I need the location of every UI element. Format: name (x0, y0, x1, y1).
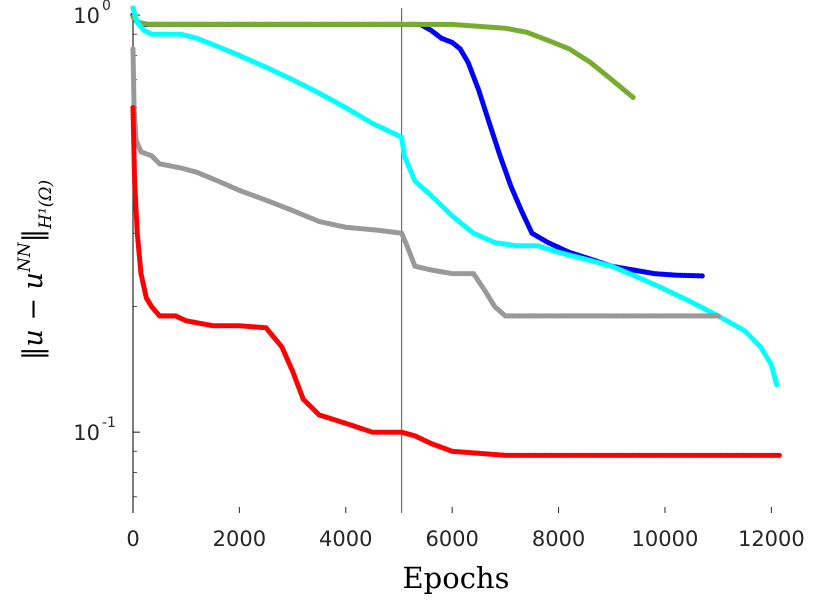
series-3 (130, 46, 721, 319)
series-4 (130, 105, 782, 458)
y-tick-label: 10 0 (73, 0, 111, 28)
x-tick-label: 10000 (632, 527, 699, 551)
series-2 (130, 5, 780, 388)
svg-text:0: 0 (102, 0, 111, 14)
series-0 (130, 12, 705, 279)
data-point (776, 452, 782, 458)
svg-text:‖u − uNN‖H¹(Ω): ‖u − uNN‖H¹(Ω) (15, 180, 56, 360)
svg-text:10: 10 (73, 421, 100, 445)
series-1 (130, 14, 636, 100)
svg-text:10: 10 (73, 4, 100, 28)
data-point (715, 313, 721, 319)
y-axis-label: ‖u − uNN‖H¹(Ω) (15, 180, 56, 360)
data-point (699, 273, 705, 279)
y-tick-label: 10 -1 (73, 415, 116, 445)
series-layer (130, 5, 782, 458)
svg-text:-1: -1 (102, 415, 116, 431)
x-tick-label: 8000 (532, 527, 585, 551)
x-tick-label: 0 (126, 527, 139, 551)
data-point (774, 382, 780, 388)
x-tick-label: 4000 (319, 527, 372, 551)
x-tick-label: 6000 (425, 527, 478, 551)
x-tick-label: 2000 (213, 527, 266, 551)
data-point (630, 94, 636, 100)
x-tick-label: 12000 (738, 527, 805, 551)
x-axis-label: Epochs (403, 561, 510, 595)
